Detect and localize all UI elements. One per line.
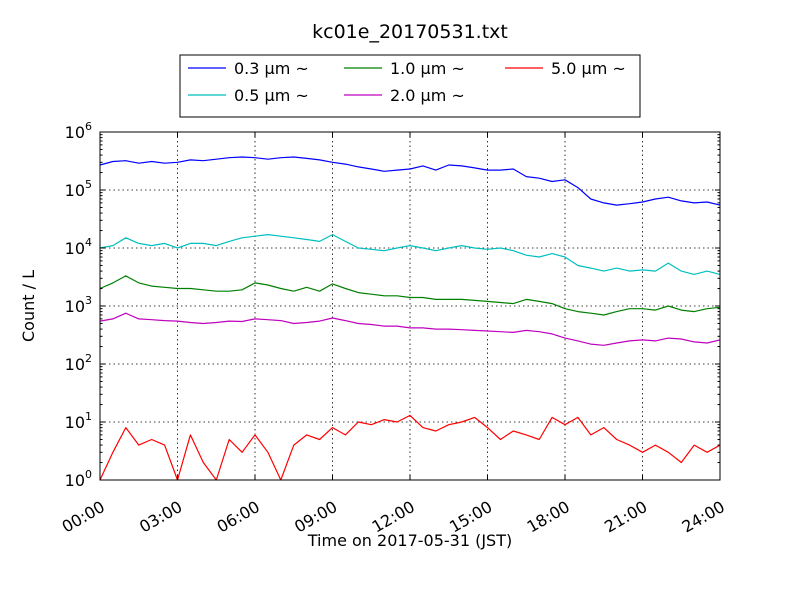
legend-entry: 0.3 μm ~ [234, 59, 309, 78]
y-tick-label: 103 [65, 294, 92, 316]
x-tick-label: 03:00 [136, 497, 185, 537]
series-group [99, 156, 721, 481]
legend-entry: 2.0 μm ~ [390, 86, 465, 105]
chart-title: kc01e_20170531.txt [312, 21, 508, 43]
legend-box [179, 54, 641, 118]
legend-entry: 1.0 μm ~ [390, 59, 465, 78]
x-axis-label: Time on 2017-05-31 (JST) [307, 531, 512, 550]
y-tick-labels: 100 101 102 103 104 105 106 [65, 120, 92, 490]
y-axis-label: Count / L [19, 270, 38, 342]
y-tick-label: 105 [65, 178, 92, 200]
x-tick-label: 24:00 [679, 497, 728, 537]
y-tick-label: 100 [65, 468, 92, 490]
series-line-0 [99, 156, 721, 206]
series-line-4 [99, 414, 721, 481]
x-tick-label: 06:00 [214, 497, 263, 537]
y-tick-label: 106 [65, 120, 92, 142]
legend: 0.3 μm ~ 0.5 μm ~ 1.0 μm ~ 2.0 μm ~ 5.0 μm ~ [179, 54, 641, 118]
series-line-1 [99, 234, 721, 275]
y-tick-label: 101 [65, 410, 92, 432]
y-tick-label: 102 [65, 352, 92, 374]
y-tick-label: 104 [65, 236, 92, 258]
x-tick-label: 21:00 [601, 497, 650, 537]
series-line-2 [99, 275, 721, 316]
series-line-3 [99, 312, 721, 346]
x-tick-label: 18:00 [524, 497, 573, 537]
legend-entry: 0.5 μm ~ [234, 86, 309, 105]
x-tick-label: 00:00 [59, 497, 108, 537]
ticks [99, 131, 721, 481]
legend-entry: 5.0 μm ~ [551, 59, 626, 78]
grid [100, 132, 720, 480]
